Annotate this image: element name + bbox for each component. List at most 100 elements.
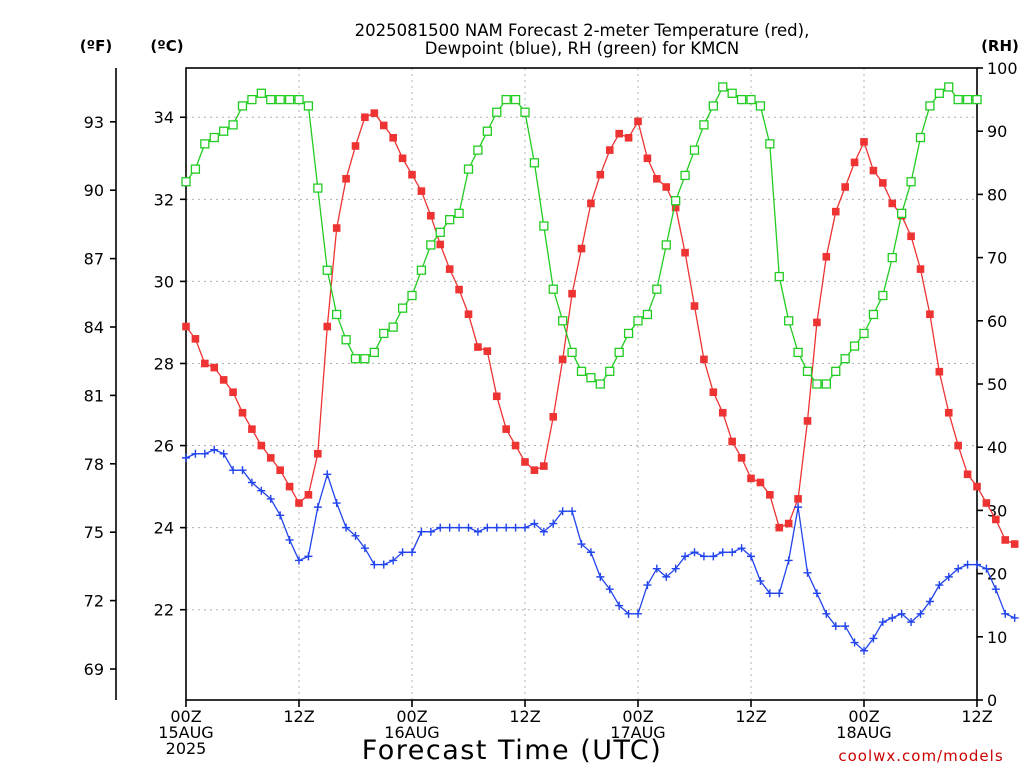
dewpoint-point xyxy=(219,449,228,458)
rh-point xyxy=(953,94,963,105)
rh-point xyxy=(868,309,879,320)
rh-point xyxy=(209,132,219,143)
chart-title-line1: 2025081500 NAM Forecast 2-meter Temperat… xyxy=(355,21,810,40)
dewpoint-point xyxy=(247,478,256,487)
unit-label-rh: (RH) xyxy=(981,37,1019,55)
x-tick-label: 18AUG xyxy=(836,723,891,742)
2-meter-temperature-point xyxy=(398,154,407,163)
dewpoint-point xyxy=(370,560,379,569)
dewpoint-point xyxy=(756,576,765,585)
dewpoint-point xyxy=(285,535,294,544)
2-meter-temperature-point xyxy=(869,166,878,175)
2-meter-temperature-point xyxy=(973,482,981,491)
rh-point xyxy=(793,347,803,358)
2-meter-temperature-point xyxy=(963,470,972,479)
dewpoint-point xyxy=(982,564,991,573)
2-meter-temperature-point xyxy=(295,499,303,507)
rh-point xyxy=(397,303,408,313)
fahrenheit-tick-label: 72 xyxy=(84,592,104,611)
x-tick-label: 15AUG xyxy=(158,723,213,742)
dewpoint-point xyxy=(973,560,981,569)
rh-tick-label: 80 xyxy=(987,185,1007,204)
2-meter-temperature-point xyxy=(737,454,746,462)
rh-point xyxy=(322,265,332,275)
dewpoint-point xyxy=(313,503,322,512)
rh-point xyxy=(303,101,314,111)
dewpoint-point xyxy=(304,552,313,561)
rh-point xyxy=(313,183,323,193)
rh-point xyxy=(237,101,248,111)
credit-link[interactable]: coolwx.com/models xyxy=(838,747,1003,765)
rh-point xyxy=(944,82,954,92)
fahrenheit-tick-label: 78 xyxy=(84,455,104,474)
rh-point xyxy=(972,94,982,105)
dewpoint-point xyxy=(379,560,388,569)
dewpoint-point xyxy=(841,622,850,631)
dewpoint-point xyxy=(549,519,558,528)
dewpoint-point xyxy=(652,564,661,573)
rh-point xyxy=(510,94,521,105)
dewpoint-point xyxy=(718,548,727,557)
2-meter-temperature-point xyxy=(728,437,736,446)
dewpoint-point xyxy=(436,523,445,532)
dewpoint-point xyxy=(398,548,407,557)
2-meter-temperature-point xyxy=(954,441,962,450)
dewpoint-point xyxy=(266,494,275,503)
2-meter-temperature-point xyxy=(850,158,859,167)
fahrenheit-tick-label: 84 xyxy=(84,318,104,337)
2-meter-temperature-point xyxy=(248,425,256,433)
dewpoint-point xyxy=(323,470,332,479)
rh-point xyxy=(774,271,784,282)
rh-point xyxy=(548,284,558,294)
dewpoint-point xyxy=(530,519,539,528)
rh-point xyxy=(727,88,737,98)
rh-point xyxy=(623,328,634,339)
x-tick-label: 00Z xyxy=(396,707,427,726)
rh-point xyxy=(341,335,351,345)
x-tick-label: 00Z xyxy=(622,707,653,726)
rh-point xyxy=(605,366,615,377)
dewpoint-point xyxy=(332,499,341,508)
rh-point xyxy=(369,347,379,358)
rh-point xyxy=(652,284,662,294)
dewpoint-point xyxy=(182,453,190,462)
rh-point xyxy=(190,164,201,174)
x-tick-label: 12Z xyxy=(735,707,766,726)
rh-series xyxy=(181,82,982,389)
2-meter-temperature-point xyxy=(257,441,266,450)
rh-tick-label: 10 xyxy=(987,628,1007,647)
dewpoint-point xyxy=(445,523,454,532)
rh-point xyxy=(501,94,511,105)
2-meter-temperature-point xyxy=(417,187,426,195)
2-meter-temperature-point xyxy=(803,417,812,425)
2-meter-temperature-point xyxy=(530,466,539,474)
rh-point xyxy=(445,215,455,225)
dewpoint-point xyxy=(860,646,868,655)
2-meter-temperature-point xyxy=(266,454,275,462)
dewpoint-point xyxy=(210,445,219,454)
dewpoint-point xyxy=(539,527,548,536)
chart-title-line2: Dewpoint (blue), RH (green) for KMCN xyxy=(425,39,739,58)
celsius-tick-label: 22 xyxy=(154,601,174,620)
rh-point xyxy=(529,158,540,168)
rh-point xyxy=(332,309,342,320)
dewpoint-point xyxy=(634,609,642,618)
dewpoint-point xyxy=(1010,613,1019,622)
2-meter-temperature-point xyxy=(653,175,661,183)
2-meter-temperature-point xyxy=(982,499,991,507)
2-meter-temperature-point xyxy=(351,142,360,150)
dewpoint-point xyxy=(483,523,492,532)
x-tick-label: 00Z xyxy=(170,707,201,726)
x-axis-label: Forecast Time (UTC) xyxy=(362,735,663,766)
2-meter-temperature-point xyxy=(681,248,689,257)
dewpoint-point xyxy=(944,572,953,581)
rh-tick-label: 40 xyxy=(987,438,1007,457)
rh-point xyxy=(661,240,671,250)
rh-point xyxy=(247,94,257,105)
2-meter-temperature-point xyxy=(860,138,868,146)
dewpoint-point xyxy=(191,449,200,458)
2-meter-temperature-point xyxy=(784,519,793,528)
2-meter-temperature-point xyxy=(568,289,576,298)
rh-point xyxy=(407,290,417,301)
